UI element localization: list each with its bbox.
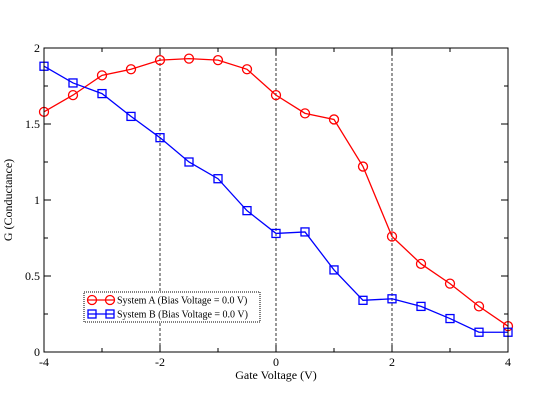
data-point <box>125 64 137 75</box>
y-tick-label: 0.5 <box>25 269 40 283</box>
legend-marker <box>86 294 98 306</box>
data-point <box>444 278 456 289</box>
data-point <box>329 265 339 275</box>
data-point <box>241 64 253 75</box>
series-line <box>43 57 509 327</box>
data-point <box>387 294 397 304</box>
legend-marker <box>105 309 115 319</box>
y-axis-title: G (Conductance) <box>1 159 15 241</box>
data-point <box>328 114 340 125</box>
data-point <box>155 133 165 143</box>
legend-entry: System A (Bias Voltage = 0.0 V) <box>86 294 247 307</box>
series-system-a <box>38 53 514 332</box>
data-point <box>183 53 195 64</box>
data-point <box>184 157 194 167</box>
x-tick-label: -2 <box>155 355 165 369</box>
data-point <box>415 258 427 269</box>
data-point <box>299 108 311 119</box>
data-point <box>271 228 281 239</box>
data-point <box>300 227 310 237</box>
data-point <box>386 231 398 242</box>
data-point <box>97 88 107 99</box>
data-point <box>270 89 282 101</box>
data-point <box>445 313 455 324</box>
axis-ticks: -4 -2 0 2 4 0 0.5 1 1.5 2 <box>25 41 511 369</box>
data-point <box>68 78 78 88</box>
x-axis-title: Gate Voltage (V) <box>235 368 317 382</box>
legend-marker <box>87 309 97 319</box>
legend-entries: System A (Bias Voltage = 0.0 V) System B … <box>86 294 248 321</box>
x-tick-label: 4 <box>505 355 511 369</box>
legend-marker <box>104 294 116 306</box>
data-point <box>474 327 484 337</box>
data-point <box>473 301 485 312</box>
data-point <box>213 174 223 184</box>
x-tick-label: 0 <box>273 355 279 369</box>
series-line <box>43 65 508 333</box>
y-tick-label: 1 <box>34 193 40 207</box>
series-layer <box>38 53 514 337</box>
legend-entry: System B (Bias Voltage = 0.0 V) <box>87 309 248 321</box>
data-point <box>126 111 136 122</box>
data-point <box>154 55 166 66</box>
legend-label: System B (Bias Voltage = 0.0 V) <box>117 310 248 321</box>
x-tick-label: -4 <box>39 355 49 369</box>
data-point <box>67 89 79 101</box>
y-tick-label: 1.5 <box>25 117 40 131</box>
legend-label: System A (Bias Voltage = 0.0 V) <box>117 296 247 307</box>
vertical-reference-lines <box>159 48 393 352</box>
data-point <box>212 55 224 66</box>
data-point <box>357 161 369 172</box>
series-system-b <box>39 61 513 337</box>
legend: System A (Bias Voltage = 0.0 V) System B … <box>83 291 261 323</box>
y-tick-label: 2 <box>34 41 40 55</box>
data-point <box>416 301 426 312</box>
y-tick-label: 0 <box>34 345 40 359</box>
data-point <box>242 205 252 216</box>
x-tick-label: 2 <box>389 355 395 369</box>
data-point <box>358 295 368 305</box>
data-point <box>96 70 108 81</box>
